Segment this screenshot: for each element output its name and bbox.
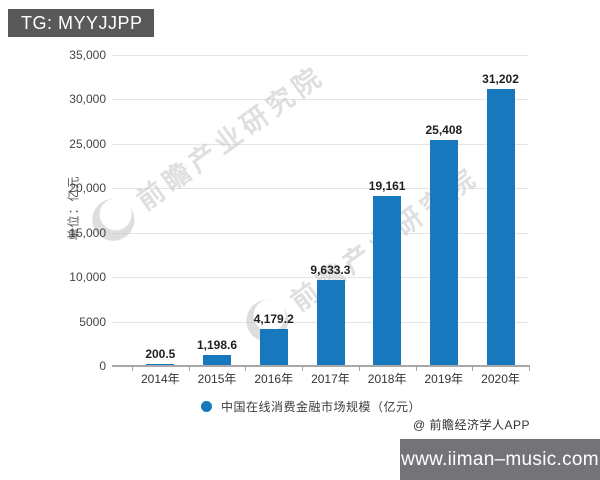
y-axis-label: 25,000 [69, 136, 106, 151]
y-axis-label: 20,000 [69, 181, 106, 196]
gridline [112, 188, 528, 190]
bar-value-label: 19,161 [368, 178, 406, 193]
bar [373, 195, 402, 366]
x-axis-tick [302, 367, 304, 371]
bar-value-label: 200.5 [145, 347, 176, 361]
y-axis-label: 30,000 [69, 92, 106, 107]
y-axis-label: 15,000 [69, 225, 106, 240]
bar [203, 355, 231, 366]
legend-label: 中国在线消费金融市场规模（亿元） [221, 400, 422, 414]
gridline [112, 55, 528, 56]
y-axis-label: 10,000 [69, 270, 106, 285]
tg-badge-text: TG: MYYJJPP [21, 12, 143, 33]
x-axis-label: 2016年 [254, 372, 294, 386]
tg-badge: TG: MYYJJPP [8, 9, 154, 37]
x-axis-tick [472, 367, 474, 371]
x-axis-label: 2019年 [424, 372, 464, 386]
bar-value-label: 1,198.6 [197, 338, 238, 353]
y-axis-label: 35,000 [69, 48, 106, 62]
bar [486, 88, 515, 366]
x-axis-tick [245, 367, 247, 371]
bar [259, 328, 288, 366]
watermark: 前瞻产业研究院 [84, 53, 332, 250]
bar-value-label: 9,633.3 [310, 263, 351, 278]
x-axis-tick [358, 367, 360, 371]
x-axis-tick [415, 367, 417, 371]
y-axis-label: 5000 [79, 314, 106, 329]
bar [316, 280, 345, 366]
gridline [112, 143, 528, 145]
website-url: www.iiman–music.com [401, 448, 599, 470]
source-credit: @ 前瞻经济学人APP [412, 418, 530, 432]
gridline [112, 232, 528, 234]
bar [429, 140, 458, 366]
bar-value-label: 31,202 [482, 71, 519, 86]
gridline [112, 99, 528, 101]
y-axis-label: 0 [99, 359, 106, 373]
chart-legend: 中国在线消费金融市场规模（亿元） [201, 398, 421, 415]
x-axis-label: 2020年 [481, 372, 520, 386]
x-axis-label: 2014年 [140, 372, 180, 386]
gridline [112, 277, 528, 279]
bar-value-label: 4,179.2 [253, 311, 294, 326]
x-axis-label: 2017年 [311, 372, 350, 386]
x-axis-tick [132, 367, 133, 371]
x-axis-label: 2015年 [197, 372, 237, 386]
website-banner: www.iiman–music.com [400, 439, 600, 480]
legend-marker-icon [201, 401, 212, 412]
x-axis-tick [528, 367, 530, 371]
bar-value-label: 25,408 [425, 123, 463, 138]
x-axis-tick [188, 367, 190, 371]
x-axis-line [112, 365, 530, 367]
watermark-text: 前瞻产业研究院 [131, 59, 330, 216]
x-axis-label: 2018年 [367, 372, 407, 386]
